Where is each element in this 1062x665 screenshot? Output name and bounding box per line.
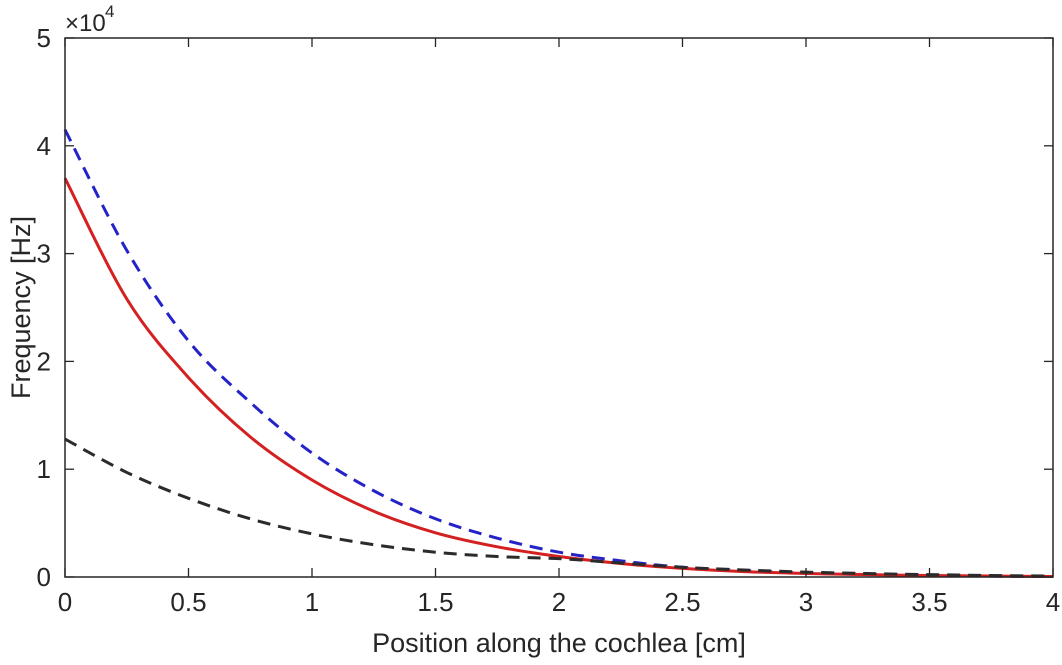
y-tick-label: 0: [37, 562, 51, 592]
series-line-blue-dashed: [63, 128, 1054, 579]
series-line-black-dashed: [64, 437, 1054, 578]
x-tick-label: 0.5: [170, 587, 206, 617]
x-tick-label: 2.5: [664, 587, 700, 617]
series-layer: [63, 128, 1054, 579]
y-exponent-power: 4: [105, 2, 114, 21]
series-line-red-solid: [63, 177, 1054, 578]
plot-frame: [64, 37, 1054, 578]
y-axis-label: Frequency [Hz]: [6, 216, 36, 399]
y-exponent-label: ×10 4: [65, 2, 114, 37]
ticks-layer: 0 0.5 1 1.5 2 2.5 3 3.5 4 0 1 2 3 4 5: [37, 23, 1061, 617]
x-tick-label: 3: [799, 587, 813, 617]
x-tick-label: 2: [552, 587, 566, 617]
x-tick-label: 1.5: [417, 587, 453, 617]
y-tick-label: 2: [37, 346, 51, 376]
y-tick-label: 1: [37, 454, 51, 484]
y-exponent-base: ×10: [65, 10, 106, 37]
y-tick-label: 4: [37, 131, 51, 161]
x-tick-label: 0: [58, 587, 72, 617]
y-tick-label: 5: [37, 23, 51, 53]
y-tick-label: 3: [37, 239, 51, 269]
x-tick-label: 3.5: [911, 587, 947, 617]
x-tick-label: 1: [305, 587, 319, 617]
x-tick-label: 4: [1046, 587, 1060, 617]
x-axis-label: Position along the cochlea [cm]: [372, 628, 746, 658]
